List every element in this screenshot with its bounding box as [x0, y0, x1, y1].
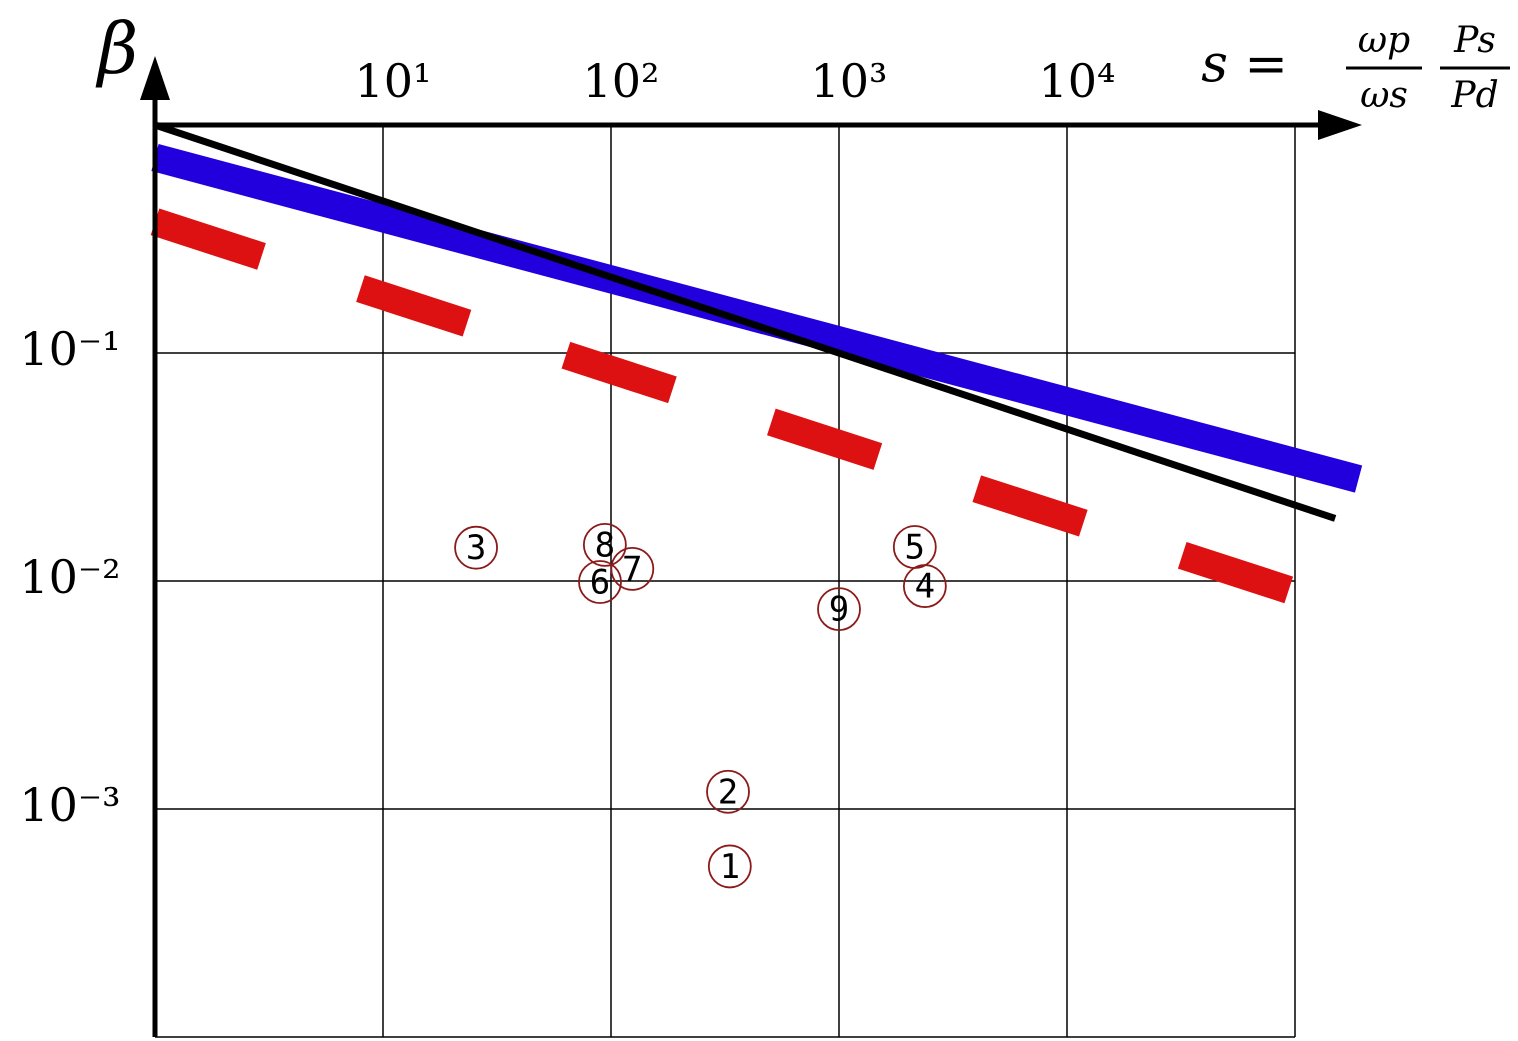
y-tick-label: 10⁻³	[19, 778, 120, 832]
point-label: 5	[905, 527, 925, 567]
point	[892, 525, 937, 569]
y-tick-label: 10⁻²	[19, 550, 120, 604]
x-tick-label: 10²	[583, 54, 660, 108]
x-tick-label: 10¹	[355, 54, 432, 108]
x-label-lhs: s =	[1201, 35, 1288, 95]
x-label-den: ωs	[1360, 75, 1408, 116]
point-label: 7	[622, 549, 642, 589]
point-label: 8	[595, 525, 615, 565]
point	[454, 525, 498, 570]
x-tick-label: 10³	[811, 54, 888, 108]
point	[706, 769, 750, 814]
point	[578, 560, 622, 604]
x-axis-arrow	[1318, 110, 1362, 140]
x-label-num: ωp	[1358, 20, 1410, 61]
point	[817, 587, 861, 631]
point-label: 3	[466, 528, 486, 568]
point-label: 4	[915, 567, 935, 607]
x-label-den: Pd	[1450, 75, 1498, 116]
y-axis-label: β	[95, 8, 138, 90]
x-axis-label: s = ωp ωs Ps Pd	[1201, 20, 1510, 116]
line-series	[151, 144, 1363, 493]
line-series	[153, 121, 1337, 522]
point-label: 6	[590, 562, 610, 602]
y-axis-arrow	[140, 56, 170, 100]
point	[582, 522, 627, 567]
point-label: 1	[720, 847, 740, 887]
y-tick-label: 10⁻¹	[19, 322, 120, 376]
point	[610, 546, 655, 591]
x-label-num: Ps	[1453, 20, 1496, 61]
point-label: 2	[718, 772, 738, 812]
x-tick-label: 10⁴	[1039, 54, 1116, 108]
point	[707, 844, 752, 889]
point-label: 9	[829, 590, 849, 630]
